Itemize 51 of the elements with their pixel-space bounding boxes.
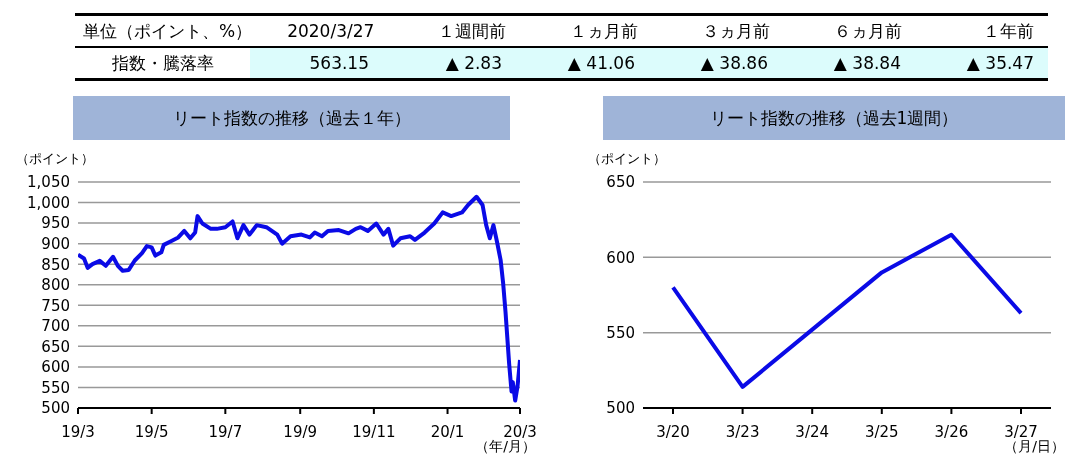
y-axis-title: （ポイント） (588, 150, 666, 168)
x-tick-label: 3/27 (1004, 422, 1038, 441)
category-label: 2020/3/27 (286, 21, 376, 41)
x-tick-label: 3/23 (725, 422, 760, 441)
x-tick-label: 3/26 (934, 422, 969, 441)
y-tick-label: 700 (41, 317, 70, 336)
text: ▲ 38.86 (700, 53, 768, 73)
y-tick-label: 500 (606, 399, 635, 418)
x-axis-title: （年/月） (475, 438, 536, 456)
x-tick-label: 19/3 (61, 422, 95, 441)
chart-title: リート指数の推移（過去１年） (73, 96, 510, 140)
x-tick-label: 19/9 (283, 422, 318, 441)
y-tick-label: 550 (606, 323, 635, 342)
text: ▲ 41.06 (567, 53, 635, 73)
x-tick-label: 20/1 (430, 422, 465, 441)
category-label: １週間前 (437, 19, 508, 43)
x-tick-label: 19/11 (352, 422, 396, 441)
chart-title: リート指数の推移（過去1週間） (603, 96, 1065, 140)
x-tick-label: 19/5 (134, 422, 169, 441)
x-tick-label: 20/3 (503, 422, 537, 441)
y-tick-label: 650 (41, 337, 70, 356)
y-tick-label: 1,000 (27, 193, 70, 212)
y-tick-label: 500 (41, 399, 70, 418)
text: 563.15 (309, 53, 369, 73)
x-tick-label: 3/24 (795, 422, 830, 441)
text: ▲ 35.47 (966, 53, 1034, 73)
y-tick-label: 800 (41, 276, 70, 295)
y-tick-label: 850 (41, 255, 70, 274)
line-series (671, 232, 1023, 389)
y-tick-label: 1,050 (27, 173, 70, 192)
category-label: ３ヵ月前 (701, 19, 772, 43)
x-tick-label: 19/7 (208, 422, 243, 441)
x-tick-label: 3/20 (656, 422, 690, 441)
x-tick-label: 3/25 (864, 422, 899, 441)
y-tick-label: 600 (606, 248, 635, 267)
y-tick-label: 550 (41, 378, 70, 397)
y-tick-label: 950 (41, 214, 70, 233)
x-axis-title: （月/日） (1004, 438, 1065, 456)
y-tick-label: 750 (41, 296, 70, 315)
line-series (78, 194, 520, 403)
text: ▲ 2.83 (445, 53, 502, 73)
category-label: ６ヵ月前 (833, 19, 904, 43)
y-tick-label: 650 (606, 173, 635, 192)
y-tick-label: 900 (41, 234, 70, 253)
category-label: １ヵ月前 (569, 19, 640, 43)
category-label: 指数・騰落率 (111, 52, 214, 73)
y-axis-title: （ポイント） (16, 150, 94, 168)
text: 単位（ポイント、%） (83, 20, 253, 41)
category-label: １年前 (981, 19, 1035, 43)
text: ▲ 38.84 (833, 53, 901, 73)
y-tick-label: 600 (41, 358, 70, 377)
